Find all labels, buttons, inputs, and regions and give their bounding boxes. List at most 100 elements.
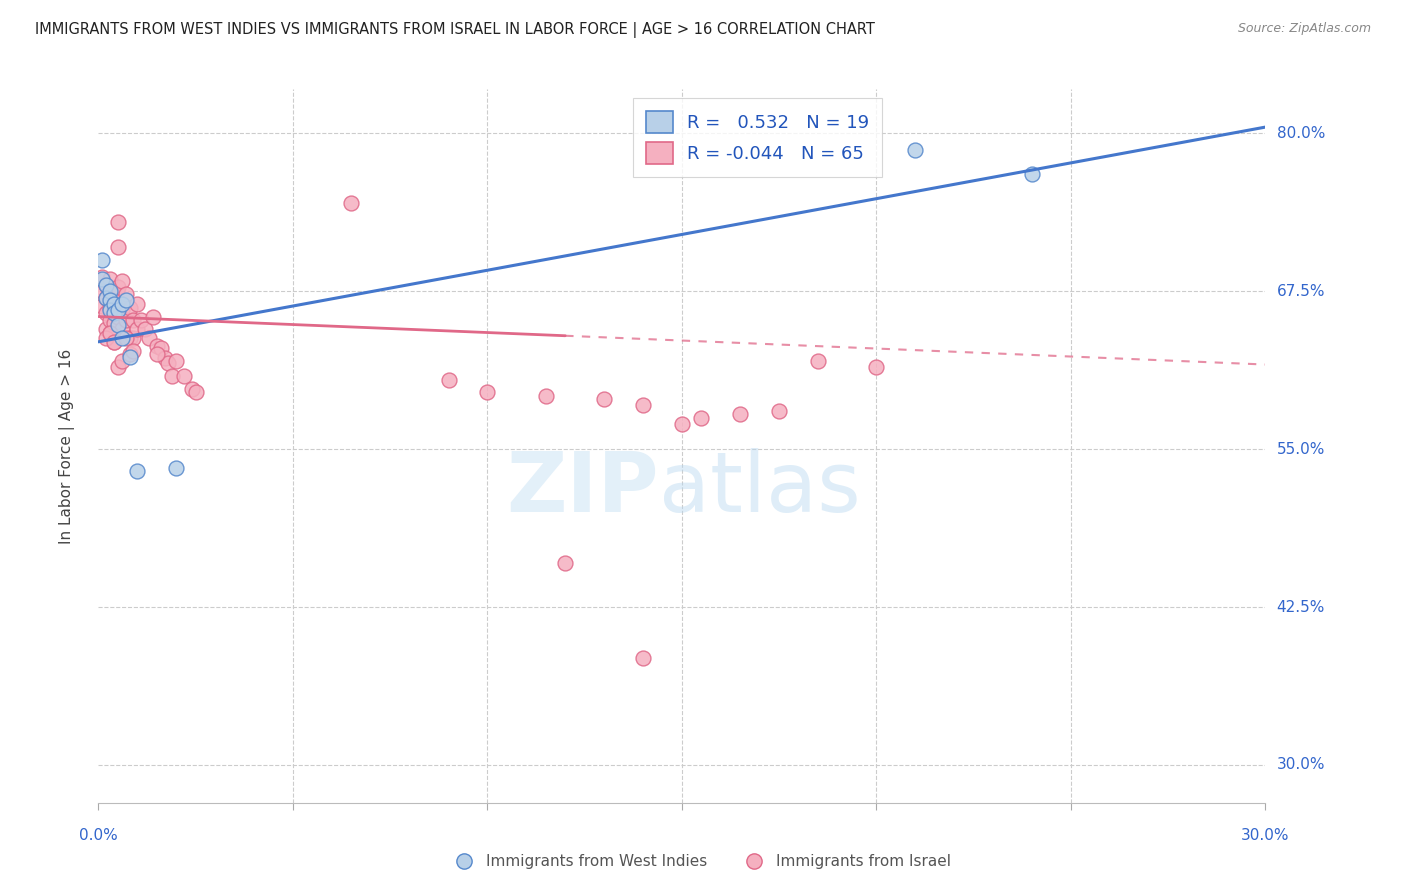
Point	[118, 347, 141, 361]
Point	[138, 331, 160, 345]
Point	[118, 331, 141, 345]
Point	[98, 286, 121, 301]
Point	[98, 271, 121, 285]
Point	[103, 286, 125, 301]
Point	[107, 303, 129, 318]
Point	[98, 326, 121, 340]
Point	[134, 322, 156, 336]
Point	[904, 143, 927, 157]
Legend: Immigrants from West Indies, Immigrants from Israel: Immigrants from West Indies, Immigrants …	[449, 848, 957, 875]
Point	[111, 353, 134, 368]
Point	[122, 331, 145, 345]
Text: 67.5%: 67.5%	[1277, 284, 1324, 299]
Point	[96, 331, 118, 345]
Point	[98, 293, 121, 307]
Point	[111, 274, 134, 288]
Point	[103, 306, 125, 320]
Point	[593, 392, 616, 406]
Point	[114, 313, 136, 327]
Point	[157, 356, 180, 370]
Point	[165, 353, 187, 368]
Point	[122, 343, 145, 358]
Point	[96, 306, 118, 320]
Point	[146, 347, 169, 361]
Point	[534, 389, 557, 403]
Legend: R =   0.532   N = 19, R = -0.044   N = 65: R = 0.532 N = 19, R = -0.044 N = 65	[633, 98, 882, 177]
Point	[122, 313, 145, 327]
Point	[96, 322, 118, 336]
Point	[173, 368, 195, 383]
Point	[118, 301, 141, 315]
Point	[98, 313, 121, 327]
Point	[690, 410, 713, 425]
Point	[96, 291, 118, 305]
Point	[98, 301, 121, 315]
Text: 30.0%: 30.0%	[1277, 757, 1324, 772]
Point	[142, 310, 165, 324]
Point	[103, 297, 125, 311]
Text: 30.0%: 30.0%	[1241, 828, 1289, 843]
Point	[91, 285, 114, 299]
Point	[118, 350, 141, 364]
Point	[114, 331, 136, 345]
Point	[111, 303, 134, 318]
Point	[103, 334, 125, 349]
Y-axis label: In Labor Force | Age > 16: In Labor Force | Age > 16	[59, 349, 75, 543]
Point	[98, 326, 121, 340]
Point	[107, 215, 129, 229]
Point	[153, 351, 176, 366]
Point	[96, 277, 118, 292]
Point	[768, 404, 790, 418]
Text: ZIP: ZIP	[506, 449, 658, 529]
Point	[127, 297, 149, 311]
Point	[865, 360, 887, 375]
Text: 80.0%: 80.0%	[1277, 126, 1324, 141]
Point	[180, 382, 202, 396]
Point	[162, 368, 184, 383]
Point	[146, 338, 169, 352]
Point	[129, 313, 152, 327]
Point	[98, 303, 121, 318]
Point	[111, 297, 134, 311]
Point	[103, 303, 125, 318]
Point	[554, 556, 576, 570]
Point	[437, 373, 460, 387]
Point	[631, 398, 654, 412]
Point	[340, 195, 363, 210]
Point	[631, 650, 654, 665]
Text: IMMIGRANTS FROM WEST INDIES VS IMMIGRANTS FROM ISRAEL IN LABOR FORCE | AGE > 16 : IMMIGRANTS FROM WEST INDIES VS IMMIGRANT…	[35, 22, 875, 38]
Point	[107, 360, 129, 375]
Text: atlas: atlas	[658, 449, 860, 529]
Point	[107, 310, 129, 324]
Point	[107, 280, 129, 294]
Point	[96, 277, 118, 292]
Point	[91, 271, 114, 285]
Point	[114, 286, 136, 301]
Point	[730, 407, 752, 421]
Point	[477, 385, 499, 400]
Point	[91, 252, 114, 267]
Point	[103, 316, 125, 330]
Point	[127, 322, 149, 336]
Point	[91, 270, 114, 285]
Point	[807, 353, 830, 368]
Point	[91, 300, 114, 314]
Point	[671, 417, 693, 431]
Point	[107, 318, 129, 333]
Point	[111, 331, 134, 345]
Point	[103, 334, 125, 349]
Point	[1021, 167, 1043, 181]
Point	[111, 322, 134, 336]
Text: 55.0%: 55.0%	[1277, 442, 1324, 457]
Text: 0.0%: 0.0%	[79, 828, 118, 843]
Point	[184, 385, 207, 400]
Point	[107, 240, 129, 254]
Point	[96, 291, 118, 305]
Point	[149, 341, 172, 355]
Point	[165, 461, 187, 475]
Text: Source: ZipAtlas.com: Source: ZipAtlas.com	[1237, 22, 1371, 36]
Point	[98, 285, 121, 299]
Point	[127, 464, 149, 478]
Text: 42.5%: 42.5%	[1277, 599, 1324, 615]
Point	[114, 293, 136, 307]
